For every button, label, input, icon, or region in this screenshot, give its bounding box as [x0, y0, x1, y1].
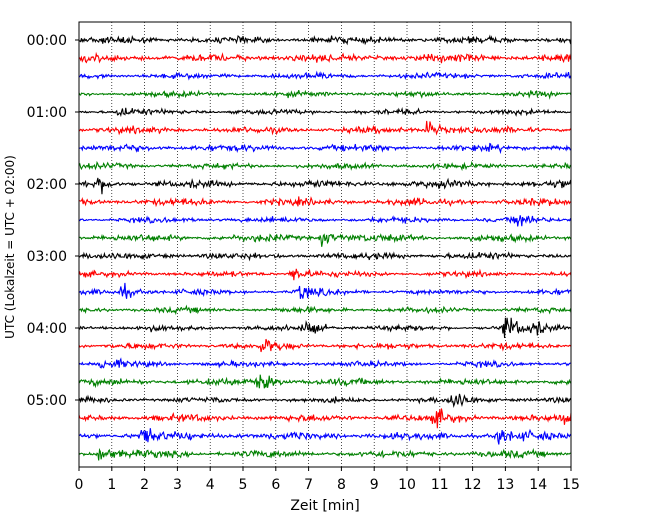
- y-tick-label: 04:00: [27, 321, 67, 337]
- trace-line: [78, 393, 572, 408]
- trace-line: [78, 374, 572, 389]
- x-tick-label: 13: [496, 477, 514, 493]
- x-tick-label: 14: [529, 477, 547, 493]
- trace-line: [78, 120, 572, 136]
- trace-line: [78, 357, 572, 369]
- y-axis-label: UTC (Lokalzeit = UTC + 02:00): [3, 155, 17, 339]
- x-tick-label: 5: [239, 477, 248, 493]
- trace-line: [78, 177, 572, 195]
- y-tick-label: 01:00: [27, 105, 67, 121]
- x-tick-label: 15: [562, 477, 580, 493]
- x-tick-label: 10: [398, 477, 416, 493]
- y-tick-label: 05:00: [27, 393, 67, 409]
- x-tick-label: 1: [107, 477, 116, 493]
- x-axis-label: Zeit [min]: [290, 498, 359, 514]
- x-tick-label: 3: [173, 477, 182, 493]
- trace-line: [78, 268, 572, 281]
- trace-line: [78, 196, 572, 208]
- trace-line: [78, 428, 572, 445]
- x-tick-label: 4: [206, 477, 215, 493]
- x-tick-label: 0: [75, 477, 84, 493]
- trace-line: [78, 215, 572, 227]
- trace-line: [78, 233, 572, 247]
- trace-line: [78, 142, 572, 155]
- y-tick-label: 03:00: [27, 249, 67, 265]
- trace-line: [78, 89, 572, 100]
- y-tick-label: 00:00: [27, 33, 67, 49]
- seismic-traces: [78, 34, 572, 461]
- trace-line: [78, 70, 572, 81]
- trace-line: [78, 160, 572, 172]
- trace-line: [78, 317, 572, 339]
- plot-frame: [78, 21, 572, 468]
- trace-line: [78, 34, 572, 46]
- trace-line: [78, 408, 572, 429]
- y-axis-ticks: 00:00 01:00 02:00 03:00 04:00 05:00: [27, 33, 79, 409]
- trace-line: [78, 447, 572, 461]
- vertical-grid: [111, 22, 539, 467]
- trace-line: [78, 338, 572, 353]
- trace-line: [78, 282, 572, 299]
- x-tick-label: 9: [370, 477, 379, 493]
- x-tick-label: 2: [140, 477, 149, 493]
- x-tick-label: 8: [337, 477, 346, 493]
- x-tick-label: 6: [271, 477, 280, 493]
- trace-line: [78, 251, 572, 262]
- x-tick-label: 7: [304, 477, 313, 493]
- x-tick-label: 12: [464, 477, 482, 493]
- trace-line: [78, 51, 572, 64]
- y-tick-label: 02:00: [27, 177, 67, 193]
- x-axis-ticks: 0 1 2 3 4 5 6 7 8 9 10 11 12 13 14 15: [75, 467, 580, 493]
- x-tick-label: 11: [431, 477, 449, 493]
- trace-line: [78, 304, 572, 316]
- trace-line: [78, 106, 572, 118]
